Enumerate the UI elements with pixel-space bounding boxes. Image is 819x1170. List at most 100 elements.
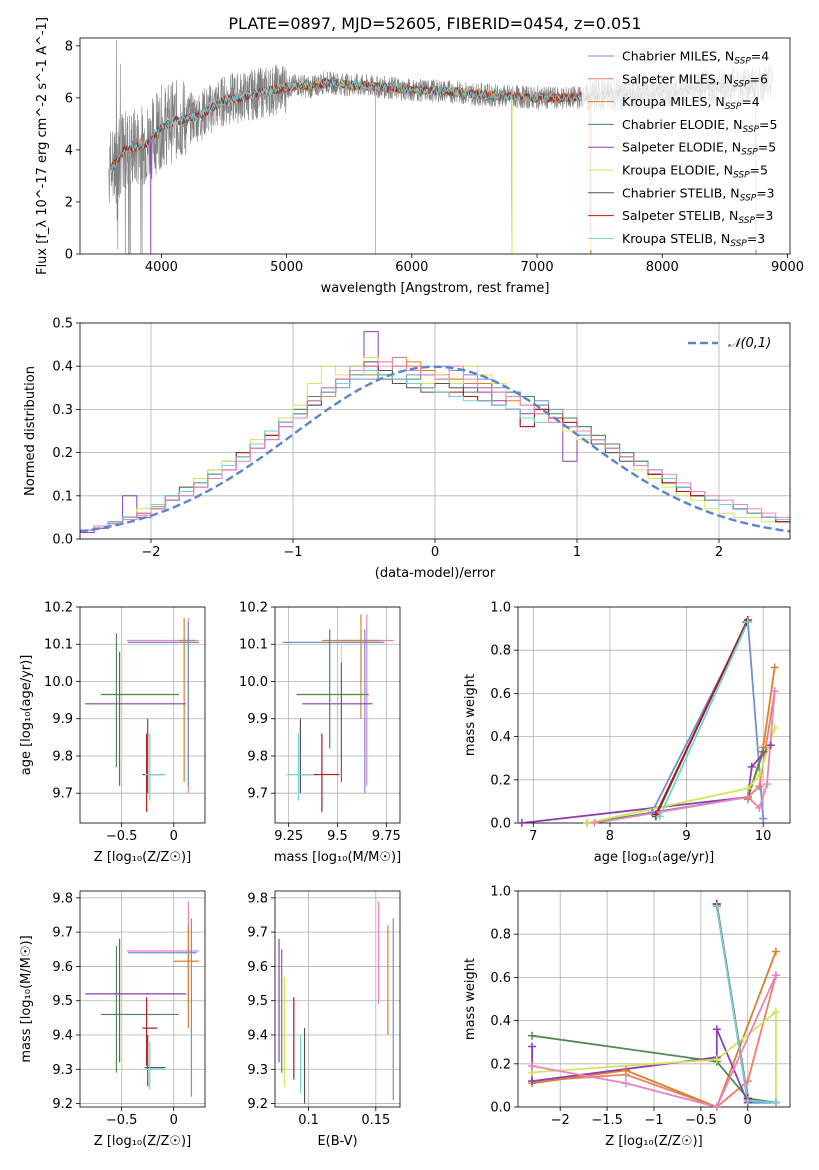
- weight-series: [531, 951, 777, 1107]
- weight-marker: [743, 784, 752, 793]
- legend-label: Kroupa STELIB, NSSP=3: [622, 231, 765, 249]
- weight-marker: [759, 814, 768, 823]
- y-tick-label: 9.7: [247, 926, 268, 941]
- legend-label-tail: =3: [747, 231, 765, 246]
- x-tick-label: 9000: [771, 260, 804, 275]
- weight-series: [531, 1034, 777, 1104]
- weight-series: [655, 619, 749, 815]
- x-axis-label: wavelength [Angstrom, rest frame]: [321, 281, 550, 296]
- legend-label-sub: SSP: [733, 79, 750, 89]
- y-tick-label: 0.6: [490, 971, 511, 986]
- legend-label: Chabrier MILES, NSSP=4: [622, 49, 769, 67]
- weight-marker: [528, 1061, 537, 1070]
- weight-marker: [655, 812, 664, 821]
- legend-label: Kroupa ELODIE, NSSP=5: [622, 163, 768, 181]
- x-tick-label: −1: [283, 545, 302, 560]
- weight-marker: [743, 793, 752, 802]
- y-tick-label: 0.4: [490, 1014, 511, 1029]
- plot-content: [80, 331, 790, 539]
- y-tick-label: 9.4: [247, 1029, 268, 1044]
- y-axis-label: Normed distribution: [23, 366, 38, 496]
- legend-label: Kroupa MILES, NSSP=4: [622, 94, 760, 112]
- legend-label-tail: =5: [750, 163, 768, 178]
- weight-marker: [621, 1079, 630, 1088]
- x-tick-label: 0: [431, 545, 439, 560]
- x-tick-label: −0.5: [685, 1113, 717, 1128]
- legend-label-tail: =5: [759, 117, 777, 132]
- y-axis-label: Flux [f_λ 10^-17 erg cm^-2 s^-1 A^-1]: [35, 17, 50, 275]
- weight-marker: [743, 1077, 752, 1086]
- y-tick-label: 0.8: [490, 644, 511, 659]
- y-tick-label: 9.2: [52, 1097, 73, 1112]
- x-tick-label: −0.5: [106, 829, 138, 844]
- y-tick-label: 9.8: [52, 891, 73, 906]
- y-tick-label: 9.5: [52, 994, 73, 1009]
- x-tick-label: 5000: [270, 260, 303, 275]
- x-tick-label: 9.25: [274, 829, 303, 844]
- x-tick-label: −1.5: [591, 1113, 623, 1128]
- plot-area: 4000 5000 6000 7000 8000 900002468wavelength …: [19, 17, 804, 1149]
- legend-label: Salpeter STELIB, NSSP=3: [622, 208, 773, 226]
- weight-marker: [590, 819, 599, 827]
- x-tick-label: 9.75: [372, 829, 401, 844]
- axes-age_vs_mass: 9.25 9.5 9.75 9.7 9.8 9.9 10.0 10.1 10.2 mass [lo…: [239, 601, 401, 866]
- weight-marker: [528, 1031, 537, 1040]
- axes-frame: [79, 37, 791, 255]
- y-tick-label: 10.0: [239, 675, 268, 690]
- legend-label-tail: =5: [758, 140, 776, 155]
- x-tick-label: 9: [682, 829, 690, 844]
- x-tick-label: 8: [606, 829, 614, 844]
- y-tick-label: 0.8: [490, 928, 511, 943]
- axes-frame: [274, 890, 401, 1108]
- x-axis-label: (data-model)/error: [375, 566, 496, 581]
- plot-content: [521, 618, 776, 823]
- x-tick-label: 9.5: [327, 829, 348, 844]
- weight-marker: [517, 819, 526, 827]
- x-axis-label: Z [log₁₀(Z/Z☉)]: [94, 850, 191, 865]
- y-tick-label: 9.9: [52, 712, 73, 727]
- y-tick-label: 0.4: [52, 360, 73, 375]
- axes-frame: [79, 606, 206, 824]
- x-tick-label: 1: [573, 545, 581, 560]
- x-tick-label: 0.1: [298, 1113, 319, 1128]
- x-tick-label: 0: [170, 829, 178, 844]
- plot-content: [85, 901, 199, 1097]
- plot-content: [85, 618, 199, 812]
- y-tick-label: 9.8: [247, 749, 268, 764]
- legend-label-sub: SSP: [733, 171, 750, 181]
- y-axis-label: mass weight: [463, 674, 478, 756]
- x-tick-label: 4000: [145, 260, 178, 275]
- legend-label: Salpeter ELODIE, NSSP=5: [622, 140, 776, 158]
- x-tick-label: 7: [529, 829, 537, 844]
- weight-marker: [755, 782, 764, 791]
- y-tick-label: 10.1: [44, 638, 73, 653]
- weight-marker: [771, 1098, 780, 1107]
- weight-marker: [528, 1042, 537, 1051]
- legend-label-main: Salpeter MILES, N: [622, 71, 733, 86]
- weight-marker: [712, 1103, 721, 1111]
- y-tick-label: 0.4: [490, 730, 511, 745]
- figure-title: PLATE=0897, MJD=52605, FIBERID=0454, z=0…: [228, 14, 641, 33]
- weight-series: [531, 974, 777, 1107]
- weight-marker: [770, 687, 779, 696]
- y-tick-label: 0.5: [52, 317, 73, 332]
- legend-label-sub: SSP: [742, 125, 759, 135]
- x-tick-label: −1: [644, 1113, 663, 1128]
- x-axis-label: E(B-V): [317, 1134, 357, 1149]
- y-tick-label: 1.0: [490, 885, 511, 900]
- y-tick-label: 9.3: [247, 1063, 268, 1078]
- legend-label-tail: =3: [755, 208, 773, 223]
- legend-label: Chabrier ELODIE, NSSP=5: [622, 117, 777, 135]
- weight-marker: [766, 741, 775, 750]
- weight-marker: [771, 947, 780, 956]
- y-tick-label: 9.7: [247, 787, 268, 802]
- y-tick-label: 0.3: [52, 403, 73, 418]
- x-axis-label: Z [log₁₀(Z/Z☉)]: [94, 1134, 191, 1149]
- weight-marker: [770, 723, 779, 732]
- weight-marker: [528, 1077, 537, 1086]
- weight-marker: [582, 819, 591, 827]
- x-tick-label: 6000: [395, 260, 428, 275]
- y-tick-label: 9.2: [247, 1097, 268, 1112]
- legend-label-sub: SSP: [725, 102, 742, 112]
- x-tick-label: 10: [755, 829, 772, 844]
